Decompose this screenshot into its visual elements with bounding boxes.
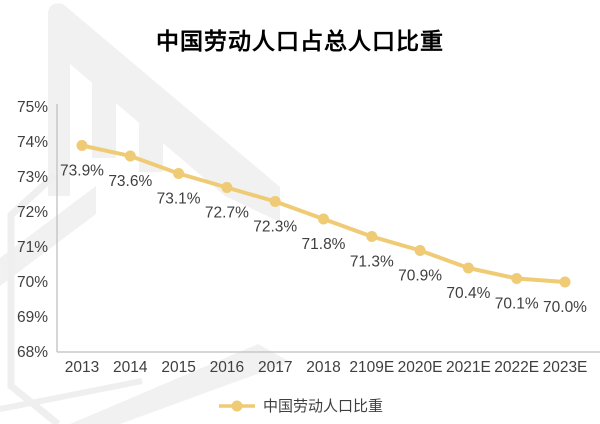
data-point-label: 70.0% <box>543 299 587 316</box>
y-tick-label: 71% <box>17 239 48 256</box>
data-point-marker <box>559 276 571 288</box>
x-tick-label: 2014 <box>113 359 148 376</box>
y-tick-label: 72% <box>17 204 48 221</box>
y-tick-label: 73% <box>17 169 48 186</box>
data-point-label: 72.3% <box>253 219 297 236</box>
data-point-label: 70.1% <box>495 296 539 313</box>
data-point-label: 73.6% <box>108 173 152 190</box>
data-point-marker <box>269 196 281 207</box>
data-point-label: 71.3% <box>350 254 394 271</box>
data-point-marker <box>221 182 233 193</box>
data-point-marker <box>318 213 329 225</box>
x-tick-label: 2109E <box>349 359 394 376</box>
data-point-marker <box>366 231 378 242</box>
data-point-marker <box>511 273 523 284</box>
data-point-label: 72.7% <box>205 205 249 222</box>
legend-marker-icon <box>218 400 255 411</box>
data-point-label: 73.1% <box>157 191 201 208</box>
data-point-marker <box>414 245 426 256</box>
x-tick-label: 2021E <box>446 359 491 376</box>
data-point-label: 70.9% <box>398 268 442 285</box>
data-point-label: 70.4% <box>446 285 490 302</box>
x-tick-label: 2016 <box>210 359 244 376</box>
y-tick-label: 75% <box>17 99 48 116</box>
legend-label: 中国劳动人口比重 <box>262 398 383 415</box>
x-tick-label: 2013 <box>65 359 99 376</box>
x-tick-label: 2015 <box>161 359 195 376</box>
legend: 中国劳动人口比重 <box>0 395 600 416</box>
y-tick-label: 68% <box>17 344 48 361</box>
data-point-marker <box>462 262 474 274</box>
data-point-marker <box>173 168 185 179</box>
x-tick-label: 2020E <box>398 359 443 376</box>
data-point-marker <box>76 140 88 151</box>
chart-title: 中国劳动人口占总人口比重 <box>156 28 444 54</box>
data-point-label: 71.8% <box>302 236 346 253</box>
data-point-label: 73.9% <box>60 163 104 180</box>
y-tick-label: 74% <box>17 134 48 151</box>
x-tick-label: 2018 <box>306 359 340 376</box>
x-tick-label: 2023E <box>543 359 588 376</box>
data-point-marker <box>124 150 136 162</box>
y-tick-label: 69% <box>17 309 48 326</box>
y-tick-label: 70% <box>17 274 48 291</box>
x-tick-label: 2017 <box>258 359 292 376</box>
x-tick-label: 2022E <box>494 359 539 376</box>
